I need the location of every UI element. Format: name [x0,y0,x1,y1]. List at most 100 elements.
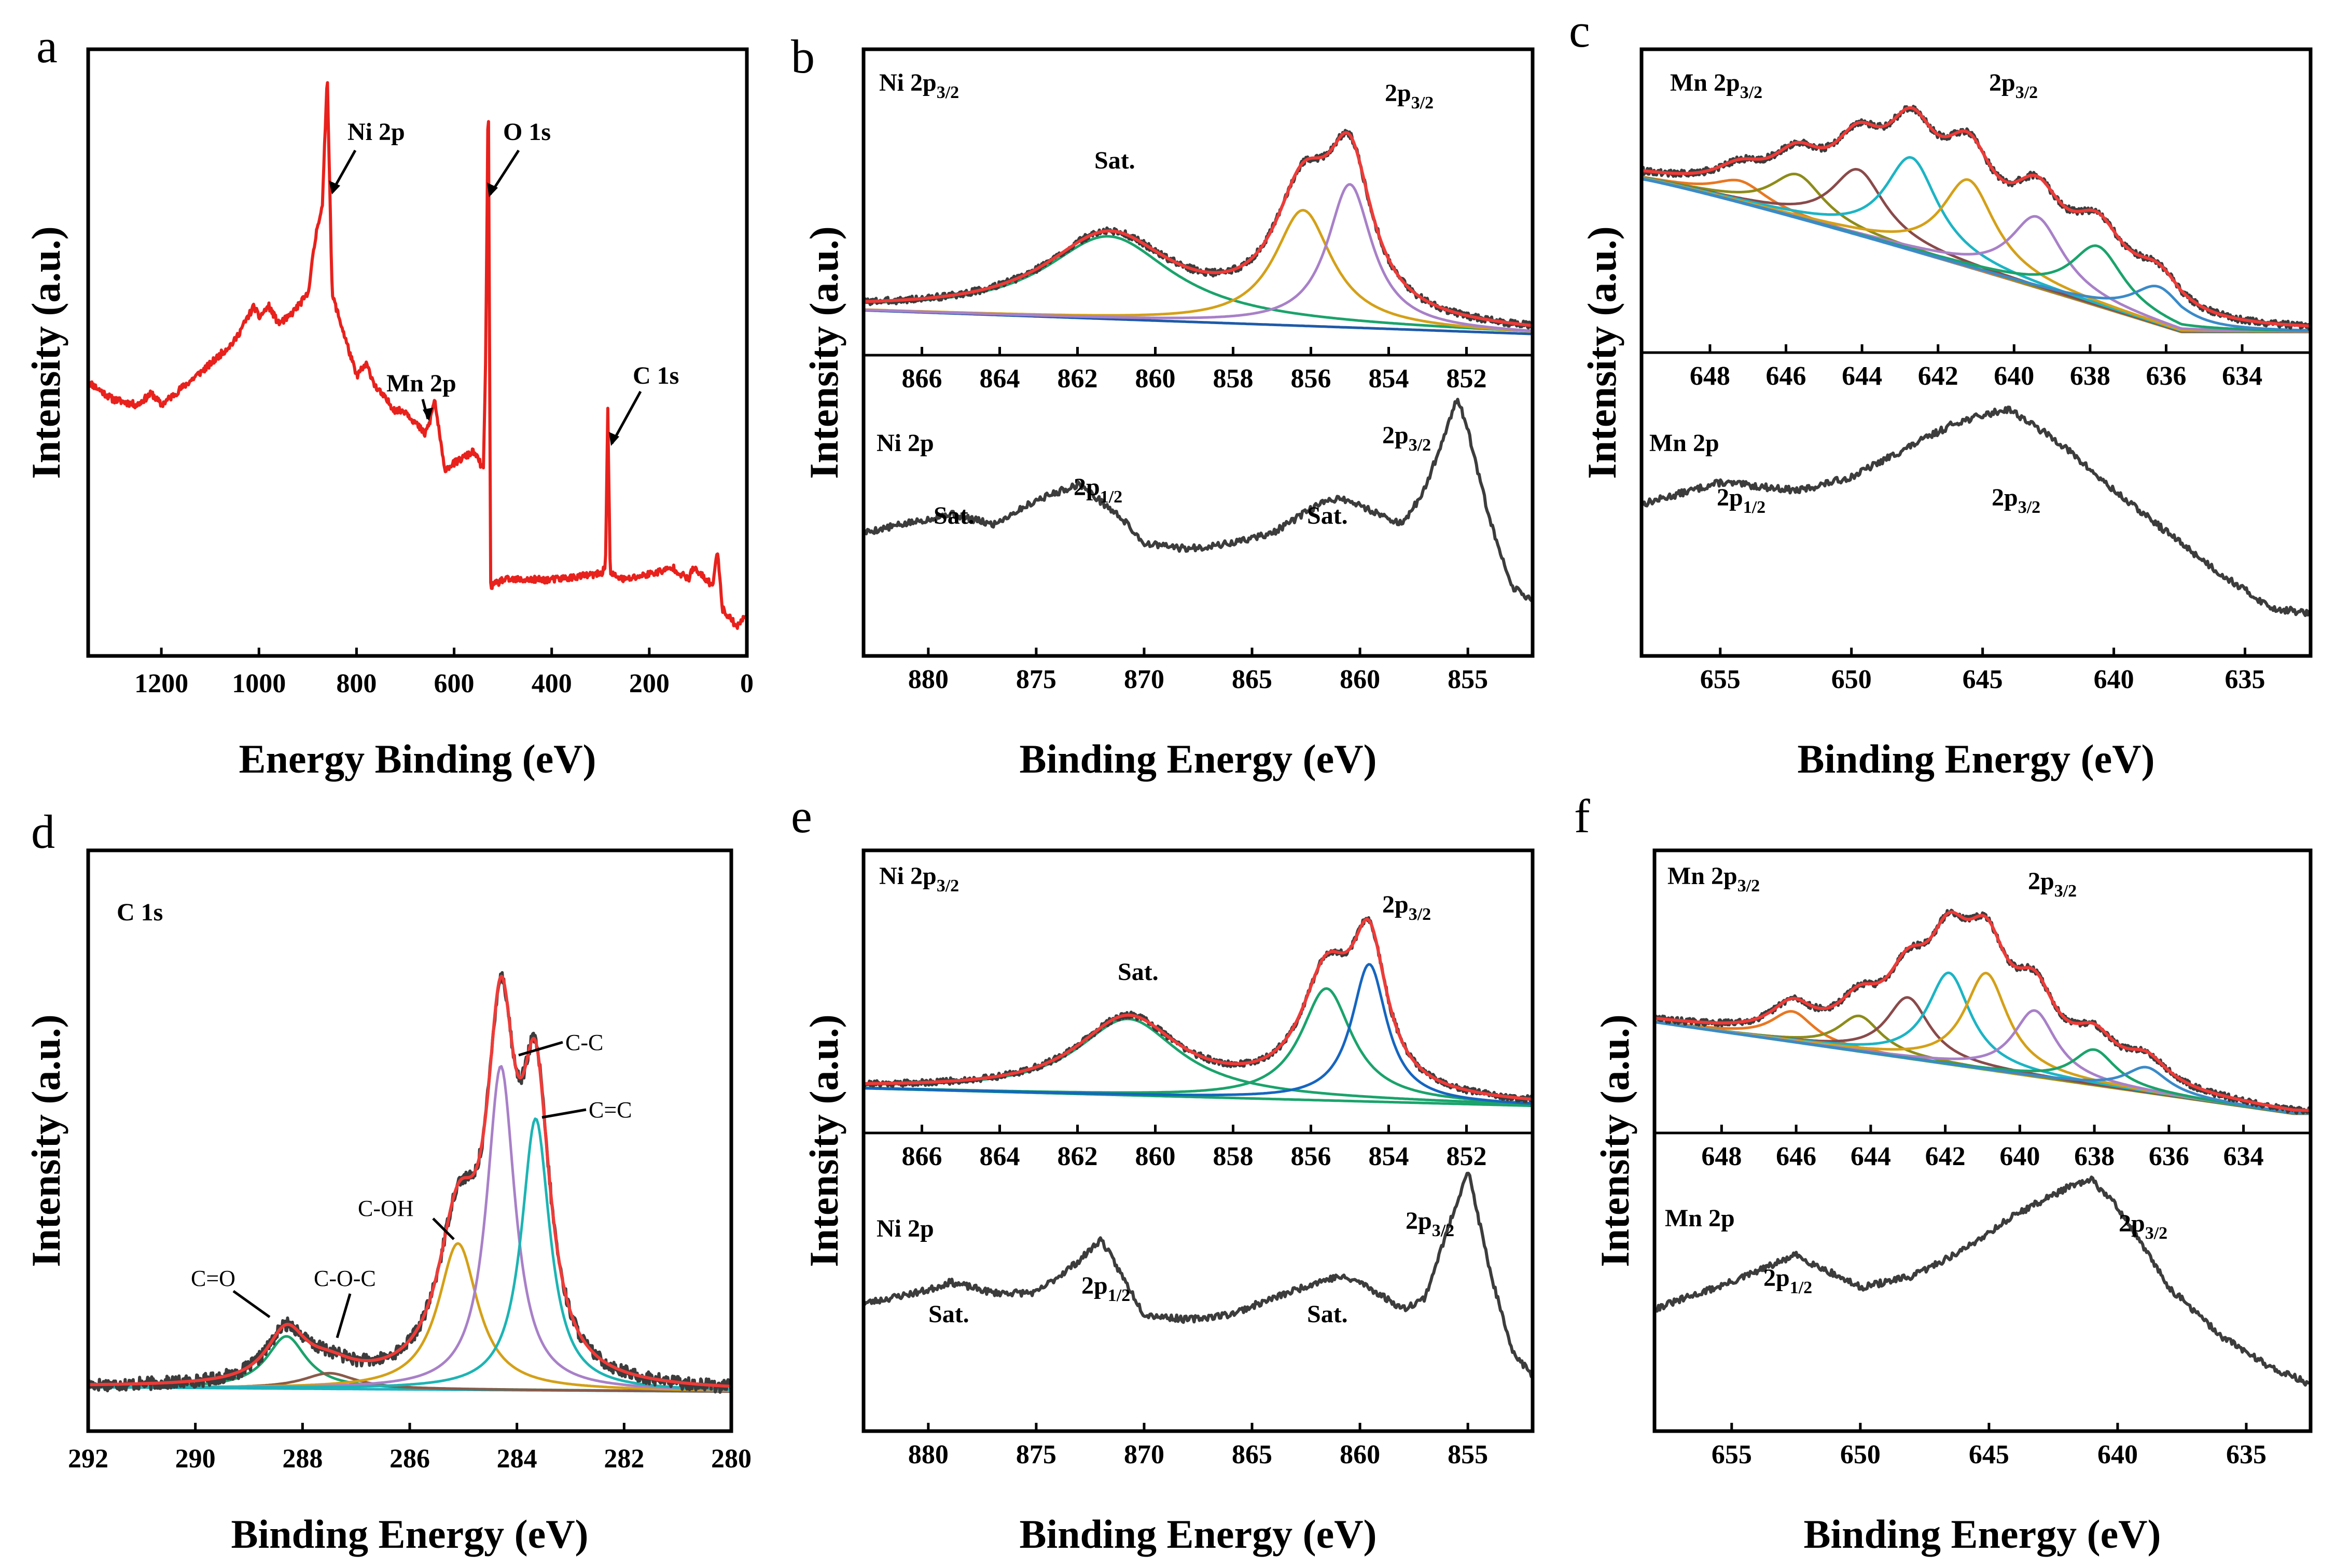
panel-c-top-tick-label: 638 [2070,361,2110,391]
panel-b-top-tick-label: 852 [1447,364,1487,394]
panel-a-xlabel: Energy Binding (eV) [239,736,596,781]
ann-b-2p32b-main: 2p [1382,422,1409,449]
panel-f-top-tick-label: 642 [1925,1142,1966,1171]
panel-c-top-tick-label: 634 [2222,361,2262,391]
ann-c-2p32b-sub: 3/2 [2018,498,2040,517]
ann-b-2p32-sub: 3/2 [1411,93,1434,113]
panel-e-bottom-tick-label: 865 [1232,1440,1272,1469]
ann-f-2p32-main: 2p [2028,867,2054,895]
panel-d-tick-label: 290 [175,1444,216,1474]
panel-f-top-tick-label: 636 [2149,1142,2189,1171]
ann-e-sat1: Sat. [928,1300,969,1328]
panel-f-top-fit-envelope-line [1653,911,2312,1112]
ann-e-2p32-bottom: 2p3/2 [1406,1207,1454,1240]
panel-a-ylabel: Intensity (a.u.) [23,226,68,479]
panel-e-top-tick-label: 866 [902,1142,942,1171]
panel-f-top-tick-label: 640 [1999,1142,2040,1171]
panel-c-bottom-tick-label: 635 [2225,665,2265,694]
ann-e-bottom-label: Ni 2p [877,1215,934,1242]
ann-c-2p12-main: 2p [1717,484,1743,511]
ann-d-coh: C-OH [358,1196,414,1221]
ann-f-2p32b-main: 2p [2119,1210,2145,1237]
ann-b-bottom-label: Ni 2p [877,429,934,457]
arrow-a-c1s [610,390,642,444]
panel-letter-f: f [1574,790,1590,843]
panel-b-top-tick-label: 862 [1058,364,1098,394]
ann-b-2p32: 2p3/2 [1385,79,1434,113]
ann-a-c1s: C 1s [633,362,679,389]
ann-e-2p32-main: 2p [1382,891,1409,918]
panel-e-top-component-2 [862,987,1533,1105]
panel-e-top-fit-envelope-line [862,917,1534,1101]
panel-f-bottom-raw-data-line [1653,1175,2311,1387]
panel-letter-c: c [1569,4,1590,57]
panel-c-bottom-raw-data-line [1640,405,2311,617]
ann-e-2p12-sub: 1/2 [1108,1286,1130,1305]
ann-f-bottom-label: Mn 2p [1665,1205,1735,1232]
panel-a-tick-label: 400 [532,669,572,698]
tick-layer: 1200 1000 800 600 400 200 0 866 864 862 860 858 856 8… [68,344,2267,1474]
panel-b-top-tick-label: 860 [1135,364,1176,394]
ann-f-2p12-sub: 1/2 [1790,1278,1812,1297]
ann-c-2p12-sub: 1/2 [1743,498,1765,517]
panel-b-top-fit-envelope-line [862,131,1534,327]
panel-c-top-tick-label: 640 [1994,361,2034,391]
panel-e-top-tick-label: 862 [1058,1142,1098,1171]
ann-c-label: Mn 2p3/2 [1670,69,1762,102]
panel-letter-a: a [36,20,58,73]
panel-f-bottom-tick-label: 650 [1840,1440,1881,1469]
arrow-d-coh [432,1217,455,1240]
ann-c-2p32-sub: 3/2 [2015,83,2038,102]
panel-e-top-tick-label: 860 [1135,1142,1176,1171]
panel-c-top-tick-label: 636 [2146,361,2186,391]
panel-a-tick-label: 1200 [134,669,188,698]
ann-c-2p32-main: 2p [1989,69,2015,96]
ann-c-2p12: 2p1/2 [1717,484,1765,517]
panel-d-component-5 [87,1117,733,1391]
ann-c-2p32: 2p3/2 [1989,69,2038,102]
ann-e-label-main: Ni 2p [879,862,937,890]
panel-e-top-raw-data-line [862,916,1534,1103]
ann-e-2p32: 2p3/2 [1382,891,1431,924]
panel-d-tick-label: 286 [390,1444,430,1474]
panel-b-ylabel: Intensity (a.u.) [801,226,846,479]
panel-e-top-tick-label: 852 [1447,1142,1487,1171]
panel-f-ylabel: Intensity (a.u.) [1592,1014,1637,1267]
panel-letter-b: b [791,30,815,83]
ann-d-ceqo: C=O [191,1266,235,1291]
panel-c-top-tick-label: 648 [1690,361,1730,391]
curve-layer [87,81,2312,1394]
panel-c-top-component-4 [1640,156,2312,333]
panel-f-top-raw-data-line [1653,908,2312,1115]
ann-b-label: Ni 2p3/2 [879,69,959,102]
survey-series-line [87,81,748,630]
ann-f-2p32b-sub: 3/2 [2145,1224,2167,1243]
panel-d-frame [86,848,733,1433]
panel-a-tick-label: 600 [434,669,475,698]
panel-c-bottom-tick-label: 645 [1963,665,2003,694]
panel-f-top-tick-label: 644 [1851,1142,1891,1171]
panel-letter-d: d [31,805,55,858]
panel-f-top-tick-label: 634 [2223,1142,2264,1171]
ann-e-2p32b-main: 2p [1406,1207,1432,1235]
panel-a-tick-label: 1000 [232,669,286,698]
panel-e-bottom-tick-label: 875 [1016,1440,1056,1469]
ann-a-mn2p: Mn 2p [386,370,456,397]
ann-f-2p32-sub: 3/2 [2054,881,2077,901]
panel-f-top-component-8 [1653,1020,2312,1115]
ann-b-2p12: 2p1/2 [1074,473,1122,507]
panel-c-bottom-tick-label: 640 [2094,665,2134,694]
panel-e-bottom-raw-data-line [862,1171,1533,1378]
panel-c-bottom-tick-label: 655 [1700,665,1741,694]
panel-b-frame [861,47,1535,658]
ann-f-2p12-main: 2p [1763,1264,1790,1292]
ann-b-sat2: Sat. [1307,502,1348,529]
panel-a-tick-label: 200 [629,669,670,698]
ann-c-label-main: Mn 2p [1670,69,1740,96]
ann-e-label-sub: 3/2 [937,876,959,895]
panel-b-top-tick-label: 858 [1213,364,1254,394]
ann-b-label-sub: 3/2 [937,83,959,102]
panel-d-raw-data-line [87,971,733,1394]
panel-f-frame [1652,848,2313,1433]
ann-a-ni2p: Ni 2p [347,118,405,146]
